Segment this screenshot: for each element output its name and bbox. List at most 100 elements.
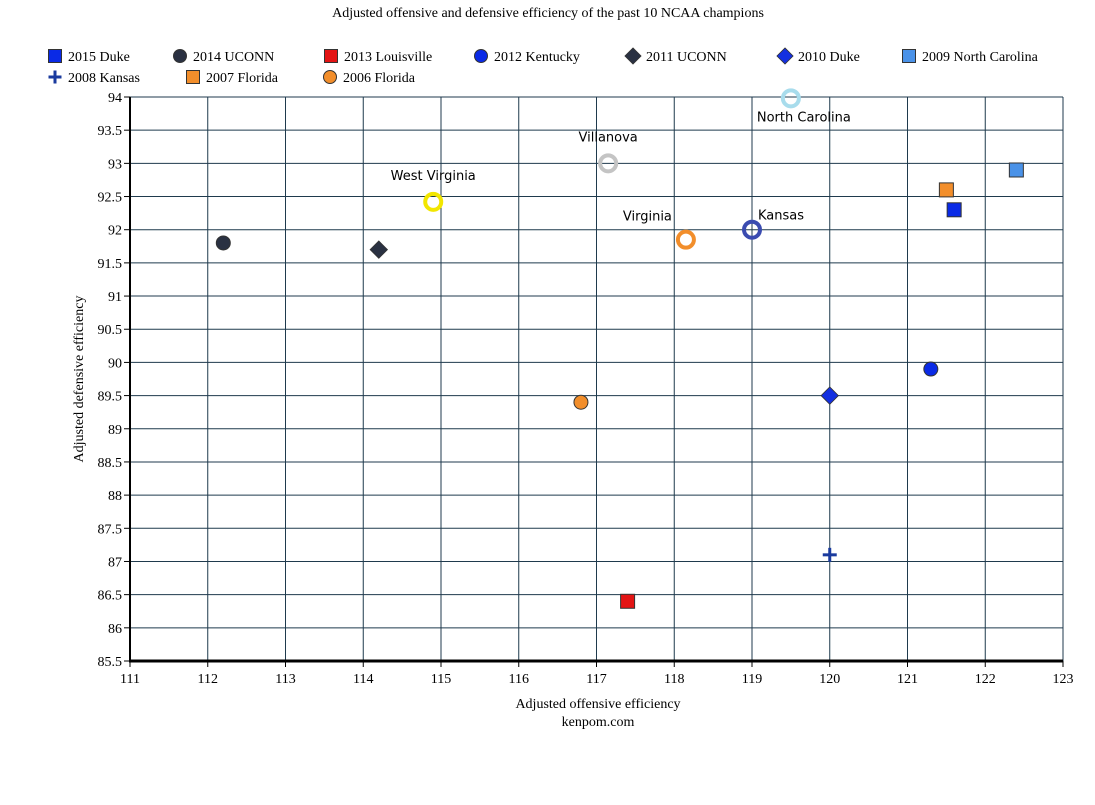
diamond-marker [820, 386, 839, 405]
legend-item: 2008 Kansas [48, 70, 140, 86]
data-point [820, 386, 839, 405]
data-point [822, 547, 837, 562]
legend-item: 2006 Florida [323, 70, 416, 86]
data-point [573, 394, 589, 410]
data-point [923, 361, 939, 377]
grid [130, 96, 1064, 661]
y-tick-label: 86 [108, 622, 122, 637]
legend-item: 2009 North Carolina [902, 49, 1039, 65]
y-tick-label: 94 [108, 91, 122, 106]
y-tick-label: 91 [108, 290, 122, 305]
data-point [369, 240, 389, 259]
x-tick-label: 114 [353, 672, 373, 687]
data-point [215, 235, 231, 251]
legend-label: 2008 Kansas [68, 71, 140, 86]
legend-item: 2012 Kentucky [474, 49, 580, 65]
x-tick-label: 120 [819, 672, 840, 687]
x-tick-label: 112 [198, 672, 218, 687]
legend-item: 2010 Duke [776, 47, 860, 65]
x-tick-label: 115 [431, 672, 451, 687]
y-tick-label: 88 [108, 489, 122, 504]
annotation-label: North Carolina [757, 110, 851, 125]
y-tick-label: 89.5 [98, 390, 123, 405]
annotation-ring [598, 153, 619, 174]
legend-label: 2015 Duke [68, 50, 130, 65]
y-tick-label: 87.5 [98, 522, 123, 537]
square-marker [324, 49, 338, 63]
legend-item: 2015 Duke [48, 49, 130, 65]
y-tick-label: 90.5 [98, 323, 123, 338]
legend-item: 2013 Louisville [324, 49, 432, 65]
legend-label: 2011 UCONN [646, 50, 727, 65]
x-tick-label: 113 [275, 672, 295, 687]
square-marker [946, 202, 962, 218]
annotation-ring [423, 191, 444, 212]
square-marker [1008, 162, 1024, 178]
x-tick-labels: 111 112 113 114 115 116 117 118 119 120 121 122 123 [120, 661, 1074, 687]
legend-marker [186, 70, 200, 84]
legend-item: 2011 UCONN [624, 47, 727, 65]
legend-label: 2006 Florida [343, 71, 416, 86]
annotation-ring [675, 229, 696, 250]
annotation-label: Villanova [579, 130, 638, 145]
data-point [946, 202, 962, 218]
legend-marker [48, 49, 62, 63]
legend-marker [323, 70, 337, 84]
diamond-marker [624, 47, 642, 65]
data-point [620, 593, 636, 609]
annotation-ring [780, 88, 801, 109]
legend-marker [776, 47, 794, 65]
y-tick-label: 92 [108, 224, 122, 239]
square-marker [186, 70, 200, 84]
y-tick-label: 91.5 [98, 257, 123, 272]
circle-marker [323, 70, 337, 84]
x-axis-source-label: kenpom.com [562, 715, 635, 730]
x-tick-label: 116 [509, 672, 529, 687]
y-tick-label: 90 [108, 356, 122, 371]
x-tick-label: 111 [120, 672, 140, 687]
x-tick-label: 121 [897, 672, 918, 687]
square-marker [902, 49, 916, 63]
legend-item: 2014 UCONN [173, 49, 274, 65]
y-tick-label: 93.5 [98, 124, 123, 139]
circle-marker [173, 49, 187, 63]
circle-marker [573, 394, 589, 410]
legend-label: 2010 Duke [798, 50, 860, 65]
y-tick-label: 92.5 [98, 191, 123, 206]
circle-marker [474, 49, 488, 63]
diamond-marker [369, 240, 389, 259]
y-tick-label: 88.5 [98, 456, 123, 471]
chart-title: Adjusted offensive and defensive efficie… [332, 6, 764, 21]
legend-marker [173, 49, 187, 63]
legend-label: 2012 Kentucky [494, 50, 580, 65]
annotation-label: West Virginia [391, 169, 476, 184]
y-tick-label: 86.5 [98, 589, 123, 604]
data-point [938, 182, 954, 198]
circle-marker [215, 235, 231, 251]
y-tick-label: 89 [108, 423, 122, 438]
y-tick-labels: 85.5 86 86.5 87 87.5 88 88.5 89 89.5 90 90.5 91 91.5… [98, 91, 130, 670]
y-tick-label: 93 [108, 157, 122, 172]
annotations: West Virginia Villanova North Carolina Virg… [391, 88, 851, 250]
y-tick-label: 85.5 [98, 655, 123, 670]
legend-label: 2014 UCONN [193, 50, 274, 65]
circle-marker [923, 361, 939, 377]
square-marker [48, 49, 62, 63]
x-tick-label: 122 [975, 672, 996, 687]
data-points [215, 162, 1024, 609]
legend-label: 2009 North Carolina [922, 50, 1039, 65]
annotation-label: Virginia [623, 210, 672, 225]
x-tick-label: 119 [742, 672, 762, 687]
legend-marker [48, 70, 62, 84]
y-tick-label: 87 [108, 555, 122, 570]
legend-marker [624, 47, 642, 65]
square-marker [620, 593, 636, 609]
x-tick-label: 118 [664, 672, 684, 687]
y-axis-label: Adjusted defensive efficiency [72, 296, 87, 463]
legend-label: 2007 Florida [206, 71, 279, 86]
x-tick-label: 117 [586, 672, 606, 687]
legend-marker [902, 49, 916, 63]
data-point [1008, 162, 1024, 178]
x-axis-label: Adjusted offensive efficiency [515, 697, 680, 712]
